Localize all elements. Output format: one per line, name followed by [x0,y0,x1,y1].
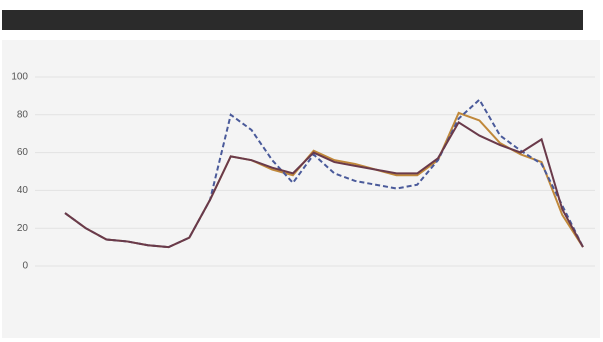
y-tick-label: 40 [17,185,29,196]
y-tick-label: 20 [17,223,29,234]
title-bar [2,10,583,30]
y-tick-label: 60 [17,147,29,158]
y-tick-label: 100 [11,72,28,83]
series-line [64,120,584,249]
y-tick-label: 0 [22,261,28,272]
y-tick-label: 80 [17,109,29,120]
plot-background [2,40,600,338]
